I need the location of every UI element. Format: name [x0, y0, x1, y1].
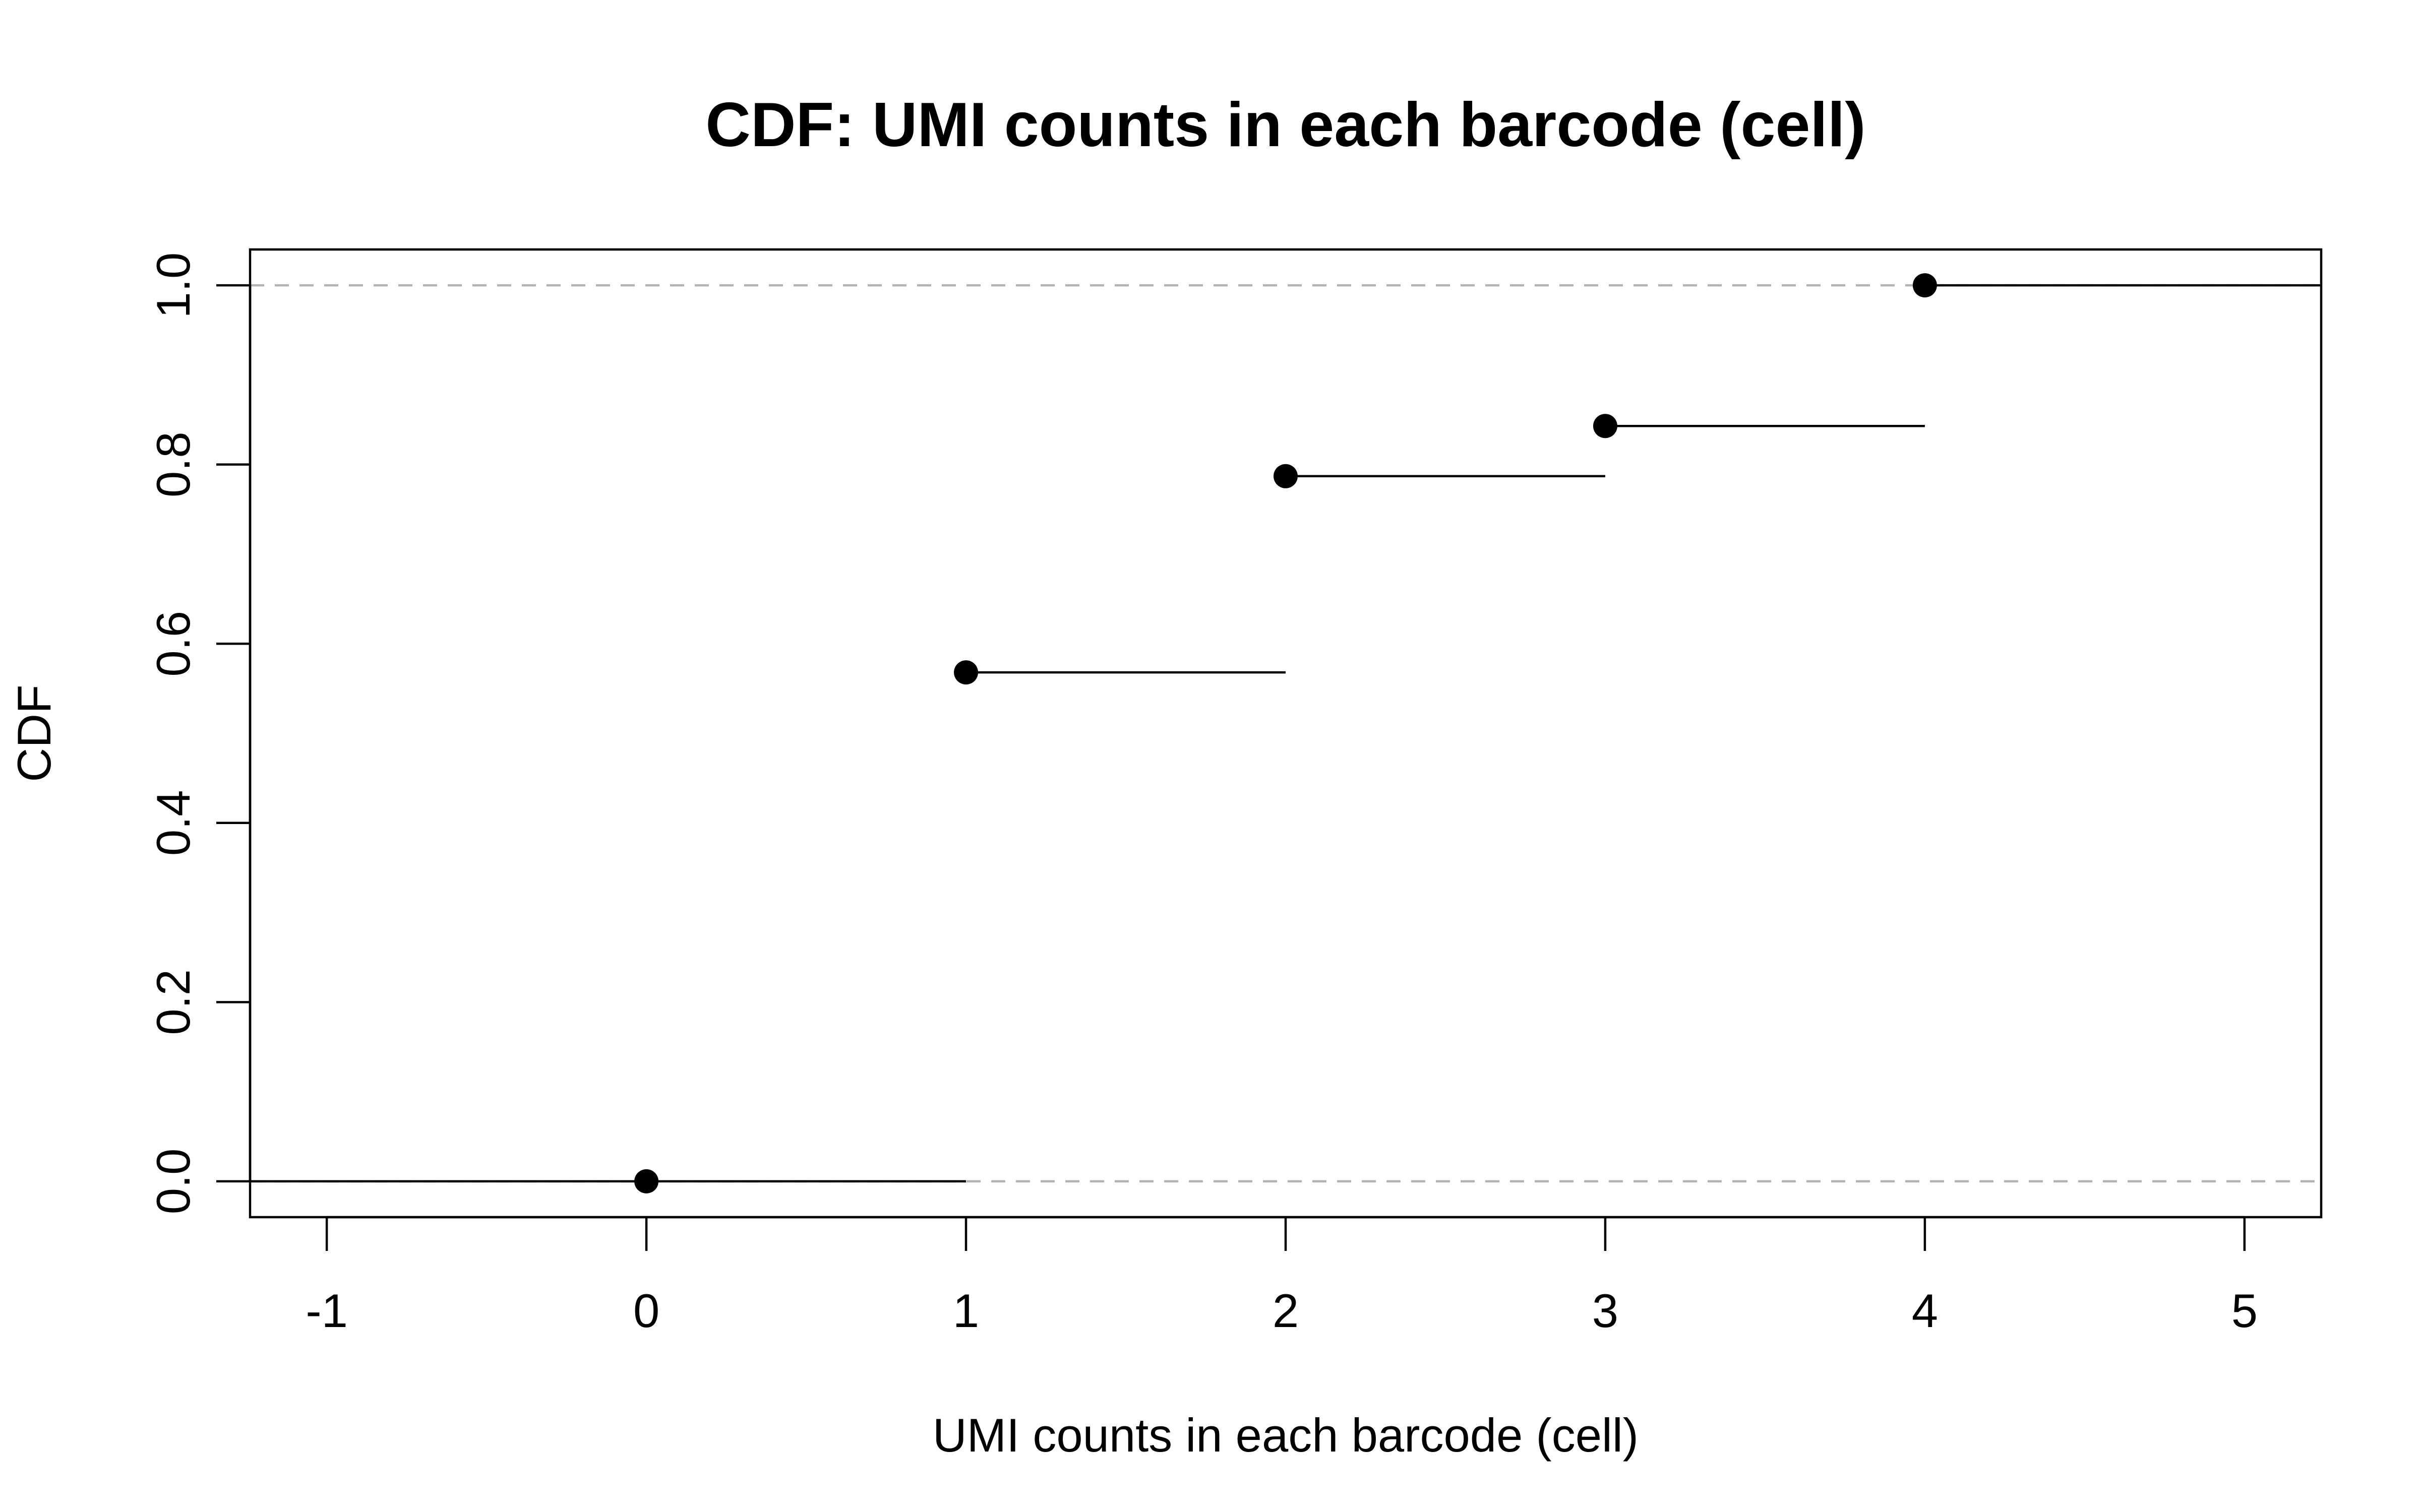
- y-tick-label: 1.0: [147, 253, 200, 319]
- y-tick-label: 0.4: [147, 790, 200, 856]
- data-point: [1274, 464, 1298, 488]
- reference-lines: [250, 284, 2321, 1183]
- x-tick-label: 2: [1273, 1284, 1299, 1337]
- data-points: [634, 273, 1937, 1193]
- data-point: [634, 1169, 659, 1193]
- y-tick-label: 0.6: [147, 611, 200, 677]
- chart-title: CDF: UMI counts in each barcode (cell): [705, 90, 1865, 160]
- y-tick-label: 0.2: [147, 969, 200, 1035]
- plot-frame: [249, 248, 2323, 1219]
- data-point: [1593, 414, 1617, 438]
- y-axis: 0.0 0.2 0.4 0.6 0.8 1.0: [147, 253, 252, 1215]
- x-axis: -1 0 1 2 3 4 5: [306, 1216, 2258, 1337]
- y-tick-label: 0.0: [147, 1149, 200, 1215]
- data-point: [1912, 273, 1937, 298]
- y-tick-label: 0.8: [147, 431, 200, 497]
- x-tick-label: 5: [2231, 1284, 2258, 1337]
- x-tick-label: 0: [633, 1284, 659, 1337]
- step-segments: [250, 284, 2321, 1183]
- x-tick-label: 3: [1592, 1284, 1618, 1337]
- x-tick-label: 1: [953, 1284, 979, 1337]
- x-axis-label: UMI counts in each barcode (cell): [933, 1409, 1639, 1462]
- y-axis-label: CDF: [8, 684, 60, 782]
- x-tick-label: -1: [306, 1284, 348, 1337]
- x-tick-label: 4: [1912, 1284, 1938, 1337]
- data-point: [954, 660, 979, 685]
